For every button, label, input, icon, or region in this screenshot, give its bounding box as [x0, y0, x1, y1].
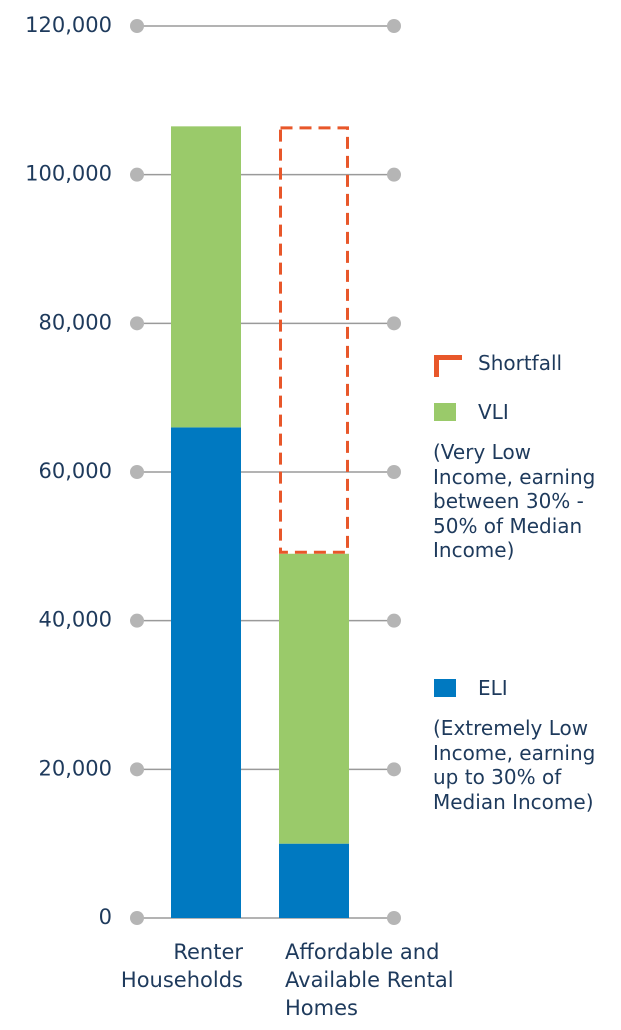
y-tick-label: 20,000 — [39, 756, 112, 780]
tick-dot — [387, 613, 401, 628]
tick-dot — [387, 167, 401, 182]
bar — [171, 126, 241, 428]
y-tick-label: 120,000 — [25, 13, 112, 37]
tick-dot — [130, 19, 144, 33]
tick-dot — [130, 613, 144, 628]
legend-item: VLI — [434, 397, 509, 427]
tick-dot — [387, 316, 401, 331]
legend-item: ELI — [434, 673, 508, 703]
tick-dot — [130, 465, 144, 479]
y-tick-label: 80,000 — [39, 310, 112, 334]
legend-description: (Very Low Income, earning between 30% - … — [433, 440, 596, 563]
x-tick-label: Affordable and Available Rental Homes — [285, 940, 454, 1020]
tick-dot — [387, 465, 401, 479]
legend-label: VLI — [478, 400, 509, 424]
tick-dot — [130, 167, 144, 182]
legend-swatch — [434, 355, 462, 377]
x-tick-label: Renter Households — [120, 940, 243, 992]
bar — [279, 553, 349, 844]
y-tick-label: 60,000 — [39, 459, 112, 483]
tick-dot — [130, 911, 144, 925]
legend-item: Shortfall — [434, 348, 562, 378]
y-tick-label: 40,000 — [39, 608, 112, 632]
bar — [279, 843, 349, 918]
legend-swatch — [434, 403, 456, 421]
tick-dot — [387, 762, 401, 777]
y-tick-label: 0 — [99, 905, 112, 929]
tick-dot — [130, 316, 144, 331]
legend-swatch — [434, 679, 456, 697]
tick-dot — [387, 19, 401, 33]
tick-dot — [387, 911, 401, 925]
tick-dot — [130, 762, 144, 777]
bar — [171, 427, 241, 918]
shortfall-bar — [279, 126, 349, 554]
y-tick-label: 100,000 — [25, 162, 112, 186]
legend-description: (Extremely Low Income, earning up to 30%… — [433, 716, 596, 814]
legend-label: ELI — [478, 676, 508, 700]
legend-label: Shortfall — [478, 351, 563, 375]
